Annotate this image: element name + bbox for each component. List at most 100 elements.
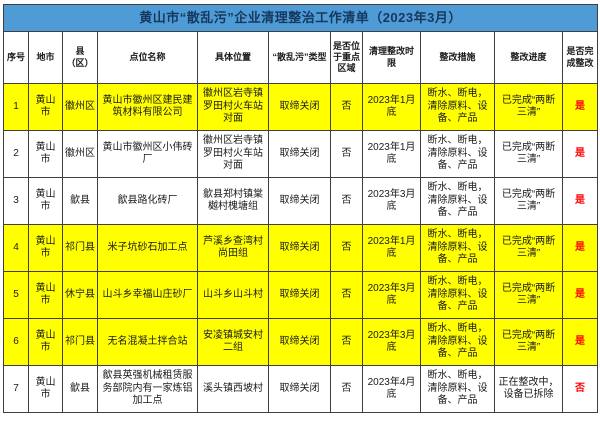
cell-site-name: 黄山市徽州区小伟砖厂: [97, 130, 198, 178]
cell-location: 歙县郑村镇棠樾村槐塘组: [197, 177, 269, 225]
cell-deadline: 2023年3月底: [362, 271, 421, 319]
column-header-progress: 整改进度: [494, 31, 563, 84]
column-header-site-name: 点位名称: [97, 31, 198, 84]
cell-county: 祁门县: [62, 318, 98, 366]
cell-progress: 已完成“两断三清”: [494, 271, 563, 319]
cell-progress: 已完成“两断三清”: [494, 318, 563, 366]
cell-measures: 断水、断电，清除原料、设备、产品: [420, 83, 495, 131]
cell-type: 取缔关闭: [268, 130, 331, 178]
cell-city: 黄山市: [28, 83, 63, 131]
cell-deadline: 2023年3月底: [362, 318, 421, 366]
cell-city: 黄山市: [28, 130, 63, 178]
cell-site-name: 无名混凝土拌合站: [97, 318, 198, 366]
cell-type: 取缔关闭: [268, 177, 331, 225]
table-row: 4 黄山市 祁门县 米子坑砂石加工点 芦溪乡查湾村尚田组 取缔关闭 否 2023…: [3, 224, 599, 272]
cell-type: 取缔关闭: [268, 271, 331, 319]
cell-deadline: 2023年4月底: [362, 365, 421, 413]
cleanup-work-list-table: 黄山市“散乱污”企业清理整治工作清单（2023年3月） 序号 地市 县（区） 点…: [2, 4, 599, 413]
cell-county: 歙县: [62, 177, 98, 225]
cell-site-name: 米子坑砂石加工点: [97, 224, 198, 272]
cell-county: 祁门县: [62, 224, 98, 272]
table-row: 6 黄山市 祁门县 无名混凝土拌合站 安凌镇城安村二组 取缔关闭 否 2023年…: [3, 318, 599, 366]
cell-completed: 是: [561, 83, 599, 131]
table-row: 1 黄山市 徽州区 黄山市徽州区建民建筑材料有限公司 徽州区岩寺镇罗田村火车站对…: [3, 83, 599, 131]
cell-county: 徽州区: [62, 83, 98, 131]
column-header-location: 具体位置: [197, 31, 269, 84]
cell-type: 取缔关闭: [268, 365, 331, 413]
cell-county: 休宁县: [62, 271, 98, 319]
cell-type: 取缔关闭: [268, 224, 331, 272]
cell-key-area: 否: [330, 130, 363, 178]
column-header-type: “散乱污”类型: [268, 31, 331, 84]
column-header-city: 地市: [28, 31, 63, 84]
cell-key-area: 否: [330, 224, 363, 272]
cell-no: 2: [3, 130, 29, 178]
cell-completed: 是: [561, 130, 599, 178]
cell-key-area: 否: [330, 271, 363, 319]
cell-measures: 断水、断电，清除原料、设备、产品: [420, 130, 495, 178]
cell-no: 4: [3, 224, 29, 272]
cell-deadline: 2023年1月底: [362, 83, 421, 131]
cell-key-area: 否: [330, 318, 363, 366]
table-row: 5 黄山市 休宁县 山斗乡幸福山庄砂厂 山斗乡山斗村 取缔关闭 否 2023年3…: [3, 271, 599, 319]
cell-progress: 正在整改中，设备已拆除: [494, 365, 563, 413]
cell-county: 徽州区: [62, 130, 98, 178]
cell-measures: 断水、断电，清除原料、设备、产品: [420, 177, 495, 225]
column-header-deadline: 清理整改时限: [362, 31, 421, 84]
cell-measures: 断水、断电，清除原料、设备、产品: [420, 365, 495, 413]
cell-key-area: 否: [330, 177, 363, 225]
cell-city: 黄山市: [28, 271, 63, 319]
cell-measures: 断水、断电，清除原料、设备、产品: [420, 224, 495, 272]
column-header-key-area: 是否位于重点区域: [330, 31, 363, 84]
title-row: 黄山市“散乱污”企业清理整治工作清单（2023年3月）: [2, 4, 599, 32]
cell-completed: 是: [561, 318, 599, 366]
cell-deadline: 2023年1月底: [362, 130, 421, 178]
cell-measures: 断水、断电，清除原料、设备、产品: [420, 271, 495, 319]
table-row: 7 黄山市 歙县 歙县英强机械租赁服务部院内有一家炼铝加工点 溪头镇西坡村 取缔…: [3, 365, 599, 413]
cell-location: 芦溪乡查湾村尚田组: [197, 224, 269, 272]
cell-no: 3: [3, 177, 29, 225]
page-title: 黄山市“散乱污”企业清理整治工作清单（2023年3月）: [2, 4, 599, 32]
header-row: 序号 地市 县（区） 点位名称 具体位置 “散乱污”类型 是否位于重点区域 清理…: [3, 31, 599, 84]
cell-key-area: 否: [330, 83, 363, 131]
cell-site-name: 黄山市徽州区建民建筑材料有限公司: [97, 83, 198, 131]
cell-location: 溪头镇西坡村: [197, 365, 269, 413]
table-row: 3 黄山市 歙县 歙县路化砖厂 歙县郑村镇棠樾村槐塘组 取缔关闭 否 2023年…: [3, 177, 599, 225]
cell-location: 徽州区岩寺镇罗田村火车站对面: [197, 130, 269, 178]
cell-no: 1: [3, 83, 29, 131]
cell-no: 7: [3, 365, 29, 413]
cell-site-name: 山斗乡幸福山庄砂厂: [97, 271, 198, 319]
cell-completed: 是: [561, 271, 599, 319]
cell-type: 取缔关闭: [268, 83, 331, 131]
cell-progress: 已完成“两断三清”: [494, 224, 563, 272]
column-header-county: 县（区）: [62, 31, 98, 84]
table-row: 2 黄山市 徽州区 黄山市徽州区小伟砖厂 徽州区岩寺镇罗田村火车站对面 取缔关闭…: [3, 130, 599, 178]
cell-location: 安凌镇城安村二组: [197, 318, 269, 366]
cell-site-name: 歙县路化砖厂: [97, 177, 198, 225]
cell-city: 黄山市: [28, 224, 63, 272]
cell-no: 5: [3, 271, 29, 319]
cell-measures: 断水、断电，清除原料、设备、产品: [420, 318, 495, 366]
cell-location: 山斗乡山斗村: [197, 271, 269, 319]
cell-city: 黄山市: [28, 318, 63, 366]
cell-completed: 是: [561, 177, 599, 225]
cell-site-name: 歙县英强机械租赁服务部院内有一家炼铝加工点: [97, 365, 198, 413]
column-header-completed: 是否完成整改: [561, 31, 599, 84]
cell-key-area: 否: [330, 365, 363, 413]
cell-completed: 是: [561, 224, 599, 272]
cell-city: 黄山市: [28, 365, 63, 413]
cell-progress: 已完成“两断三清”: [494, 130, 563, 178]
cell-type: 取缔关闭: [268, 318, 331, 366]
column-header-measures: 整改措施: [420, 31, 495, 84]
cell-progress: 已完成“两断三清”: [494, 83, 563, 131]
cell-deadline: 2023年3月底: [362, 177, 421, 225]
cell-completed: 否: [561, 365, 599, 413]
column-header-no: 序号: [3, 31, 29, 84]
cell-deadline: 2023年1月底: [362, 224, 421, 272]
cell-city: 黄山市: [28, 177, 63, 225]
cell-progress: 已完成“两断三清”: [494, 177, 563, 225]
cell-location: 徽州区岩寺镇罗田村火车站对面: [197, 83, 269, 131]
cell-no: 6: [3, 318, 29, 366]
cell-county: 歙县: [62, 365, 98, 413]
